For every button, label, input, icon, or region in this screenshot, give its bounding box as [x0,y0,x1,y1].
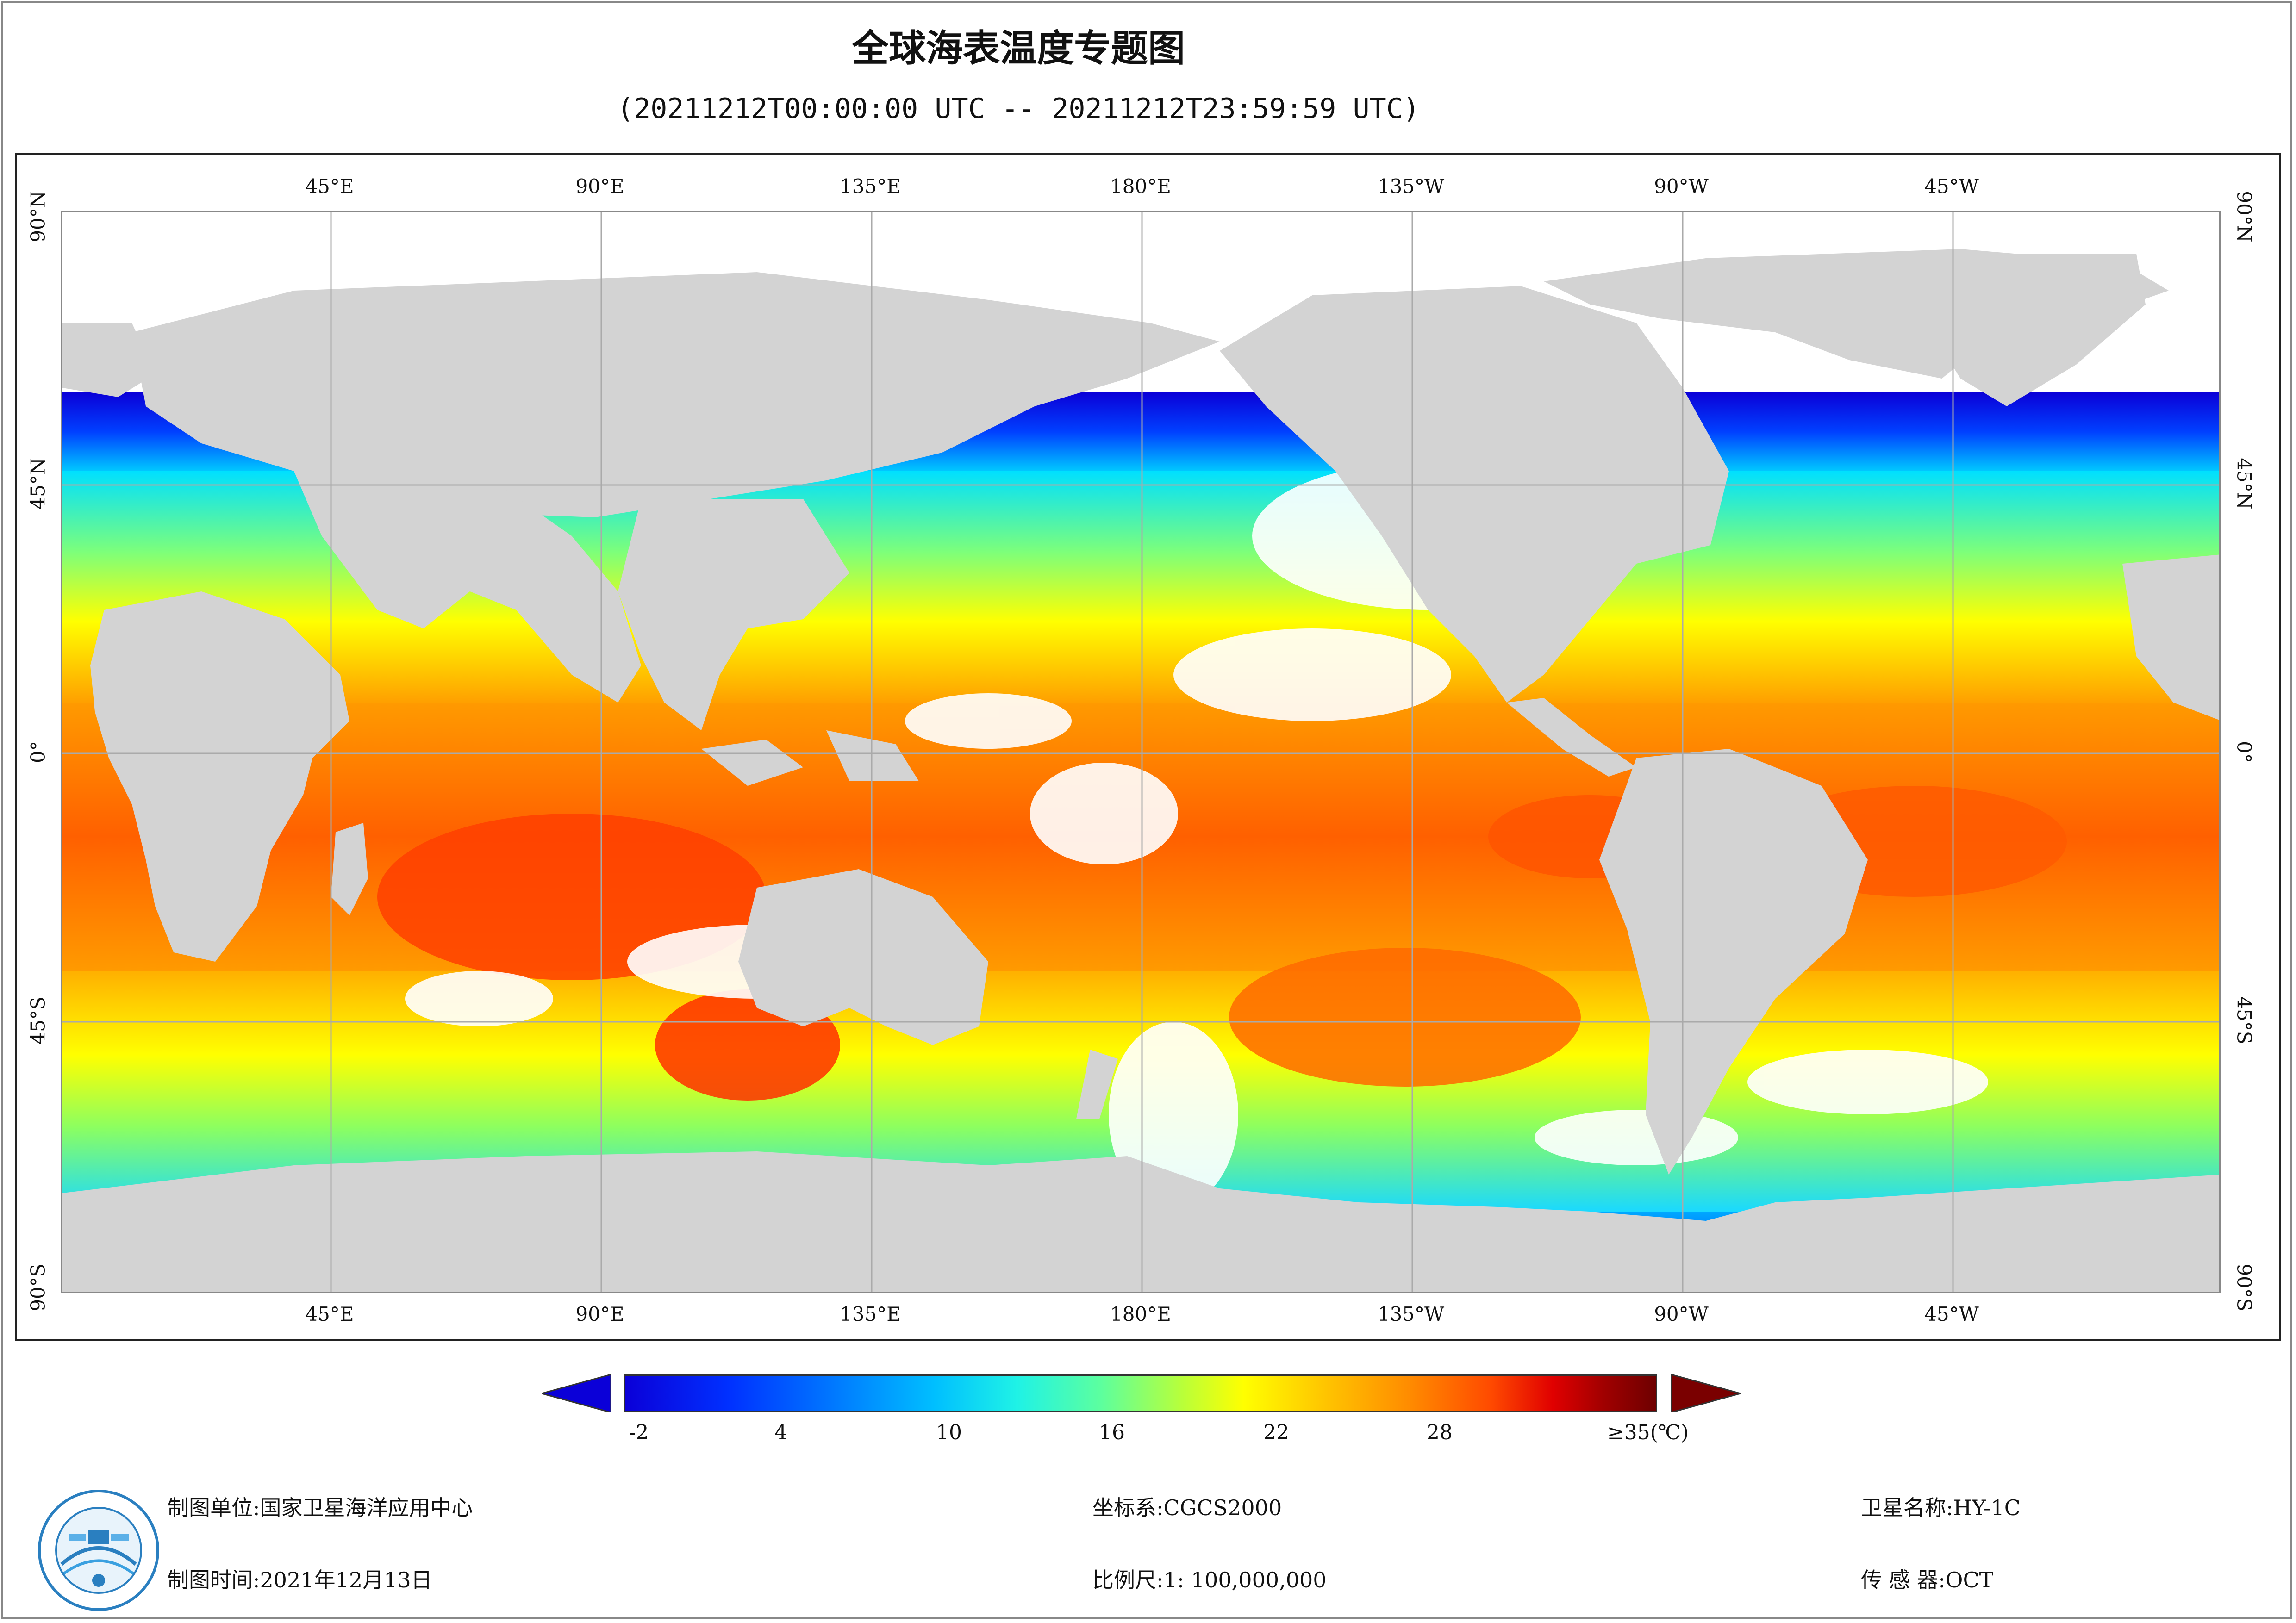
land-south-america [1599,749,1868,1175]
lon-label-bottom: 90°W [1654,1303,1709,1325]
producer-label: 制图单位: [168,1495,260,1520]
nsoas-logo-icon [38,1490,159,1611]
land-middle-east [294,471,641,703]
sensor-value: OCT [1945,1567,1994,1592]
sst-map [61,211,2221,1293]
lat-label-left: 90°S [26,1263,50,1312]
time-range: (20211212T00:00:00 UTC -- 20211212T23:59… [617,93,1420,125]
map-title: 全球海表温度专题图 [852,27,1185,70]
lat-label-left: 90°N [26,191,50,243]
land-new-zealand [1076,1050,1118,1119]
colorbar-high-arrow [1671,1374,1741,1412]
satellite-value: HY-1C [1953,1495,2021,1520]
land-new-guinea [826,730,919,781]
scale-label: 比例尺: [1092,1567,1164,1592]
lon-label-top: 45°W [1924,175,1979,198]
land-eurasia-north [132,272,1220,517]
sst-map-svg [62,212,2219,1292]
colorbar: -2 4 10 16 22 28 ≥35(℃) [542,1374,1745,1444]
colorbar-tick: -2 [629,1421,649,1444]
date-info: 制图时间:2021年12月13日 [168,1563,432,1594]
land-madagascar [331,823,368,915]
lon-label-top: 135°E [840,175,901,198]
colorbar-tick: 16 [1099,1421,1125,1444]
lon-label-top: 90°W [1654,175,1709,198]
colorbar-tick: 28 [1427,1421,1453,1444]
date-value: 2021年12月13日 [260,1567,432,1592]
satellite-info: 卫星名称:HY-1C [1861,1491,2021,1522]
lon-label-bottom: 45°E [305,1303,354,1325]
lon-label-top: 180°E [1110,175,1171,198]
lat-label-left: 45°S [26,996,50,1045]
land-greenland [1923,254,2146,406]
colorbar-gradient [624,1374,1657,1412]
lon-label-bottom: 90°E [575,1303,624,1325]
lat-label-right: 90°S [2233,1263,2256,1312]
land-west-africa-edge [2122,554,2219,720]
land-indonesia [701,740,803,786]
graticule [62,212,2219,1292]
lat-label-right: 0° [2233,741,2256,763]
land-australia [738,869,988,1045]
satellite-label: 卫星名称: [1861,1495,1953,1520]
crs-value: CGCS2000 [1163,1495,1282,1520]
lat-label-right: 45°S [2233,996,2256,1045]
lat-label-left: 45°N [26,458,50,510]
sensor-info: 传 感 器:OCT [1861,1563,1993,1594]
land-north-america [1220,286,1729,703]
colorbar-tick: 22 [1263,1421,1289,1444]
land-africa [90,591,349,962]
land-central-america [1507,698,1636,777]
crs-info: 坐标系:CGCS2000 [1092,1491,1282,1522]
map-frame [15,153,2281,1341]
lon-label-top: 90°E [575,175,624,198]
colorbar-tick: 4 [774,1421,787,1444]
colorbar-tick: ≥35(℃) [1607,1421,1689,1444]
land-east-asia [618,499,849,730]
colorbar-low-arrow [542,1374,611,1412]
producer-info: 制图单位:国家卫星海洋应用中心 [168,1491,473,1522]
crs-label: 坐标系: [1092,1495,1164,1520]
lon-label-bottom: 135°W [1377,1303,1445,1325]
lon-label-bottom: 135°E [840,1303,901,1325]
lon-label-top: 135°W [1377,175,1445,198]
lon-label-top: 45°E [305,175,354,198]
producer-value: 国家卫星海洋应用中心 [260,1495,473,1520]
colorbar-tick: 10 [936,1421,962,1444]
lat-label-right: 45°N [2233,458,2256,510]
scale-info: 比例尺:1: 100,000,000 [1092,1563,1327,1594]
sensor-label: 传 感 器: [1861,1567,1946,1592]
land-europe [62,323,155,397]
lat-label-left: 0° [26,741,50,763]
lon-label-bottom: 45°W [1924,1303,1979,1325]
lon-label-bottom: 180°E [1110,1303,1171,1325]
lat-label-right: 90°N [2233,191,2256,243]
scale-value: 1: 100,000,000 [1163,1567,1327,1592]
date-label: 制图时间: [168,1567,260,1592]
